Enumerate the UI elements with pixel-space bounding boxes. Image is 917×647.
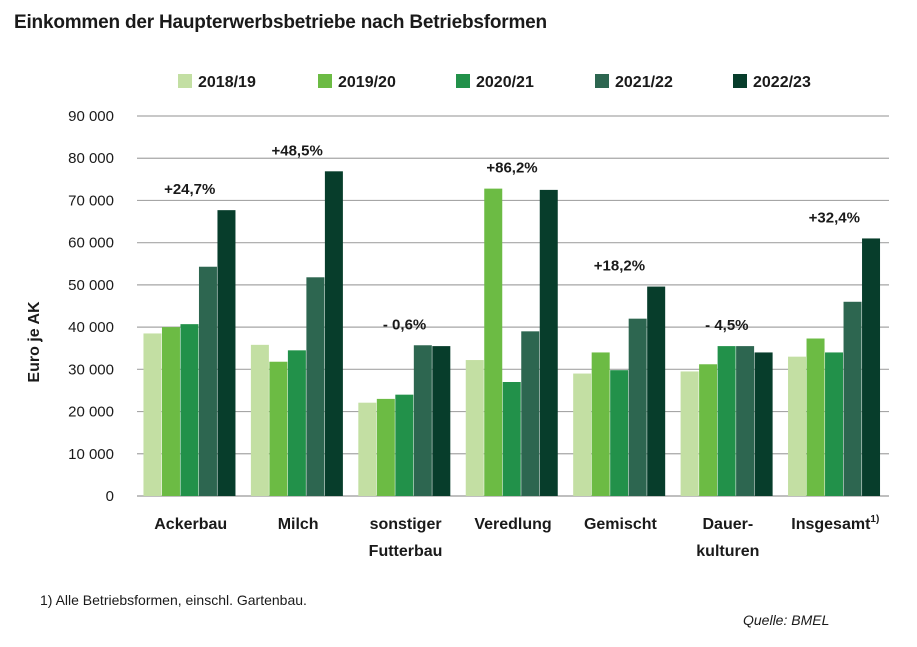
- bar: [287, 350, 306, 496]
- bar: [143, 333, 162, 496]
- bar: [269, 361, 288, 496]
- y-tick-label: 60 000: [68, 235, 114, 252]
- bar: [539, 189, 558, 496]
- y-tick-label: 40 000: [68, 319, 114, 336]
- legend-swatch: [318, 74, 332, 88]
- x-tick-label: Ackerbau: [154, 516, 227, 533]
- y-tick-label: 50 000: [68, 277, 114, 294]
- bar: [754, 352, 773, 496]
- bar: [465, 360, 484, 496]
- y-tick-label: 10 000: [68, 446, 114, 463]
- bars: [143, 171, 881, 497]
- x-tick-label: Futterbau: [369, 543, 443, 560]
- y-axis-ticks: 0 10 000 20 000 30 000 40 000 50 000 60 000 70 …: [68, 108, 114, 505]
- legend: 2018/19 2019/20 2020/21 2021/22 2022/23: [178, 74, 811, 91]
- bar: [395, 394, 414, 496]
- chart-title: Einkommen der Haupterwerbsbetriebe nach …: [14, 12, 547, 33]
- bar: [217, 210, 236, 496]
- bar: [843, 301, 862, 496]
- footnote-marker: 1): [870, 514, 879, 525]
- y-tick-label: 30 000: [68, 361, 114, 378]
- bar: [680, 371, 699, 496]
- bar: [180, 324, 199, 496]
- footnote: 1) Alle Betriebsformen, einschl. Gartenb…: [40, 592, 307, 608]
- bar: [699, 364, 718, 496]
- x-tick-label: Milch: [278, 516, 319, 533]
- legend-label: 2022/23: [753, 74, 811, 91]
- bar: [717, 346, 736, 496]
- x-tick-label: kulturen: [696, 543, 759, 560]
- y-tick-label: 90 000: [68, 108, 114, 125]
- y-axis-label: Euro je AK: [26, 301, 43, 383]
- bar: [376, 398, 395, 496]
- x-tick-label: Veredlung: [474, 516, 551, 533]
- bar: [862, 238, 881, 496]
- x-tick-label: sonstiger: [370, 516, 442, 533]
- legend-label: 2019/20: [338, 74, 396, 91]
- x-tick-label: Dauer-: [703, 516, 754, 533]
- legend-swatch: [456, 74, 470, 88]
- change-annotation: +24,7%: [164, 181, 215, 198]
- legend-label: 2020/21: [476, 74, 534, 91]
- y-tick-label: 80 000: [68, 150, 114, 167]
- legend-label: 2018/19: [198, 74, 256, 91]
- x-axis-labels: Ackerbau Milch sonstiger Futterbau Veredlung…: [154, 514, 879, 560]
- bar: [358, 402, 377, 496]
- bar: [161, 327, 180, 496]
- bar: [250, 344, 269, 496]
- bar: [591, 352, 610, 496]
- change-annotation: - 4,5%: [705, 317, 748, 334]
- annotations: +24,7% +48,5% - 0,6% +86,2% +18,2% - 4,5% +32,…: [164, 142, 860, 334]
- source-note: Quelle: BMEL: [743, 612, 830, 628]
- change-annotation: +32,4%: [809, 209, 860, 226]
- x-tick-label: Insgesamt1): [791, 514, 879, 533]
- legend-swatch: [178, 74, 192, 88]
- x-tick-label: Gemischt: [584, 516, 658, 533]
- bar: [647, 286, 666, 496]
- bar: [628, 318, 647, 496]
- bar: [198, 266, 217, 496]
- bar: [736, 346, 755, 496]
- bar: [806, 338, 825, 496]
- bar: [413, 345, 432, 496]
- bar: [502, 382, 521, 496]
- bar: [432, 346, 451, 496]
- y-tick-label: 70 000: [68, 192, 114, 209]
- change-annotation: +86,2%: [486, 160, 537, 177]
- legend-label: 2021/22: [615, 74, 673, 91]
- bar: [610, 370, 629, 496]
- legend-swatch: [733, 74, 747, 88]
- bar: [324, 171, 343, 497]
- y-tick-label: 20 000: [68, 404, 114, 421]
- bar: [825, 352, 844, 496]
- bar: [521, 331, 540, 496]
- legend-swatch: [595, 74, 609, 88]
- change-annotation: +18,2%: [594, 258, 645, 275]
- change-annotation: +48,5%: [271, 142, 322, 159]
- y-tick-label: 0: [106, 488, 114, 505]
- bar: [788, 356, 807, 496]
- bar: [573, 373, 592, 496]
- bar: [484, 188, 503, 496]
- bar: [306, 277, 325, 496]
- change-annotation: - 0,6%: [383, 316, 426, 333]
